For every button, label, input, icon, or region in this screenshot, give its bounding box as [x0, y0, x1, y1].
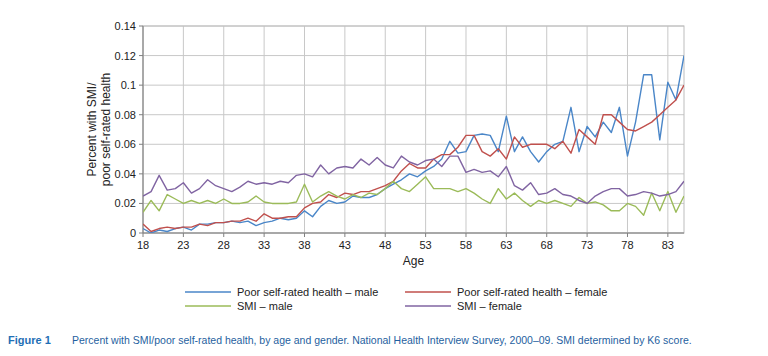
- x-tick: [223, 233, 224, 237]
- x-grid-line: [465, 26, 466, 233]
- legend-swatch: [185, 291, 231, 293]
- legend-label: Poor self-rated health – female: [457, 286, 607, 298]
- x-grid-line: [506, 26, 507, 233]
- x-tick: [344, 233, 345, 237]
- y-tick: [139, 114, 143, 115]
- x-grid-line: [304, 26, 305, 233]
- x-tick-label: 63: [500, 239, 512, 251]
- x-tick-label: 83: [662, 239, 674, 251]
- x-tick-label: 18: [137, 239, 149, 251]
- y-axis: [143, 26, 144, 233]
- x-axis-label: Age: [403, 254, 425, 268]
- x-tick-label: 38: [298, 239, 310, 251]
- y-tick-label: 0.14: [115, 20, 136, 32]
- x-tick: [465, 233, 466, 237]
- x-tick: [385, 233, 386, 237]
- plot-frame: [143, 26, 684, 233]
- x-grid-line: [546, 26, 547, 233]
- x-grid-line: [143, 26, 144, 233]
- x-tick: [264, 233, 265, 237]
- legend-label: SMI – female: [457, 300, 522, 312]
- x-tick: [667, 233, 668, 237]
- y-tick-label: 0.08: [115, 109, 136, 121]
- y-tick-label: 0.04: [115, 168, 136, 180]
- x-grid-line: [385, 26, 386, 233]
- x-tick: [425, 233, 426, 237]
- x-tick-label: 48: [379, 239, 391, 251]
- y-tick-label: 0.02: [115, 197, 136, 209]
- series-line: [143, 85, 684, 231]
- x-tick: [587, 233, 588, 237]
- x-tick-label: 73: [581, 239, 593, 251]
- x-tick-label: 43: [339, 239, 351, 251]
- y-tick: [139, 144, 143, 145]
- x-tick: [183, 233, 184, 237]
- y-tick: [139, 173, 143, 174]
- x-tick-label: 78: [621, 239, 633, 251]
- y-tick: [139, 233, 143, 234]
- x-tick: [627, 233, 628, 237]
- x-grid-line: [183, 26, 184, 233]
- legend-swatch: [405, 291, 451, 293]
- legend-label: SMI – male: [237, 300, 293, 312]
- y-tick-label: 0.06: [115, 138, 136, 150]
- y-axis-label: poor self-rated health: [99, 73, 113, 186]
- y-axis-label: Percent with SMI/: [85, 82, 99, 177]
- y-tick-label: 0.12: [115, 50, 136, 62]
- y-tick: [139, 55, 143, 56]
- x-grid-line: [425, 26, 426, 233]
- series-line: [143, 56, 684, 233]
- y-tick: [139, 85, 143, 86]
- legend-swatch: [405, 305, 451, 307]
- x-tick: [304, 233, 305, 237]
- x-grid-line: [223, 26, 224, 233]
- series-line: [143, 177, 684, 215]
- x-grid-line: [667, 26, 668, 233]
- caption-label: Figure 1: [8, 334, 51, 346]
- x-tick-label: 53: [419, 239, 431, 251]
- x-tick-label: 23: [177, 239, 189, 251]
- x-tick-label: 58: [460, 239, 472, 251]
- chart: 0 0.02 0.04 0.06 0.08 0.1 0.12 0.14 18 23 28 33 38 43…: [0, 0, 768, 356]
- x-tick-label: 33: [258, 239, 270, 251]
- y-tick: [139, 203, 143, 204]
- x-tick-label: 68: [541, 239, 553, 251]
- caption: Percent with SMI/poor self-rated health,…: [72, 334, 692, 346]
- x-tick: [143, 233, 144, 237]
- x-tick: [546, 233, 547, 237]
- legend-label: Poor self-rated health – male: [237, 286, 378, 298]
- series-line: [143, 156, 684, 203]
- y-tick: [139, 26, 143, 27]
- y-tick-label: 0.1: [121, 79, 136, 91]
- x-tick: [506, 233, 507, 237]
- series-group: [143, 56, 684, 233]
- y-tick-label: 0: [130, 227, 136, 239]
- x-tick-label: 28: [218, 239, 230, 251]
- legend-swatch: [185, 305, 231, 307]
